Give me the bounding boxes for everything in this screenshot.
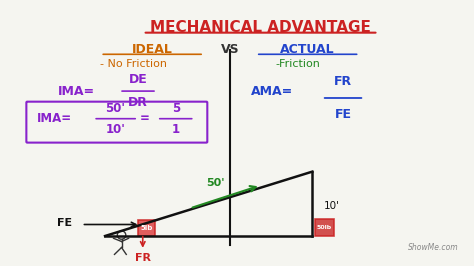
Text: FE: FE: [335, 107, 352, 120]
Text: 50': 50': [207, 178, 225, 188]
Text: 50lb: 50lb: [317, 225, 332, 230]
Text: =: =: [140, 112, 150, 125]
Text: ShowMe.com: ShowMe.com: [408, 243, 458, 252]
Text: DR: DR: [128, 96, 148, 109]
Text: 10': 10': [324, 201, 340, 211]
Text: 5: 5: [172, 102, 180, 115]
Text: AMA=: AMA=: [251, 85, 293, 98]
Bar: [315, 218, 334, 236]
Text: 1: 1: [172, 123, 180, 136]
Text: ACTUAL: ACTUAL: [280, 43, 335, 56]
Text: MECHANICAL ADVANTAGE: MECHANICAL ADVANTAGE: [150, 20, 371, 35]
Text: - No Friction: - No Friction: [100, 59, 167, 69]
Text: FR: FR: [135, 253, 151, 264]
Text: FR: FR: [334, 75, 352, 88]
Bar: [138, 220, 155, 236]
Text: -Friction: -Friction: [276, 59, 321, 69]
Text: IDEAL: IDEAL: [132, 43, 173, 56]
Text: 50': 50': [105, 102, 126, 115]
Text: IMA=: IMA=: [58, 85, 95, 98]
Text: FE: FE: [57, 218, 72, 228]
Text: IMA=: IMA=: [36, 112, 72, 125]
Text: 10': 10': [106, 123, 125, 136]
Text: VS: VS: [220, 43, 239, 56]
Text: 5lb: 5lb: [140, 225, 153, 231]
Text: DE: DE: [128, 73, 147, 86]
